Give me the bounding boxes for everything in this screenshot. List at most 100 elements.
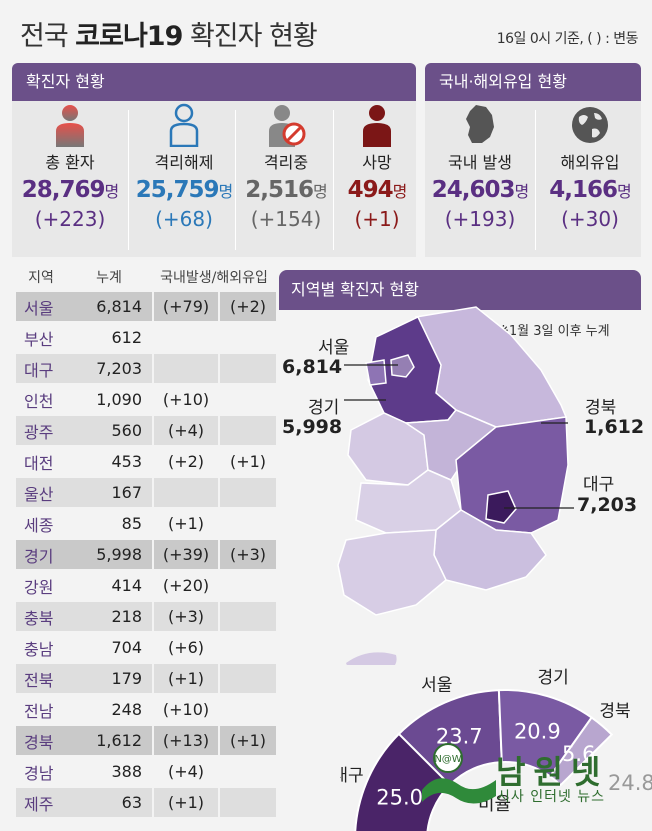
cell-total: 63 [66,788,152,817]
cell-ovs: (+2) [218,292,276,321]
cell-total: 85 [66,509,152,538]
stat-change: (+193) [444,207,516,231]
stat-domestic: 국내 발생 24,603명 (+193) [430,103,530,231]
stat-label: 해외유입 [560,153,620,172]
cell-total: 704 [66,633,152,662]
cell-dom: (+6) [152,633,218,662]
stat-change: (+1) [354,207,400,231]
cell-ovs: (+3) [218,540,276,569]
cell-ovs [218,664,276,693]
donut-value-label: 25.0 [376,785,423,809]
korea-map-icon [466,105,494,143]
cell-ovs [218,385,276,414]
stat-overseas: 해외유입 4,166명 (+30) [540,103,640,231]
cell-dom [152,478,218,507]
table-row: 세종 85 (+1) [16,509,276,538]
callout-label-gyeongbuk: 경북 [585,398,617,418]
person-prohibited-icon [269,105,306,147]
donut-category-label: 경북 [599,701,630,721]
donut-value-label: 20.9 [514,720,561,744]
cell-name: 대전 [16,447,66,476]
stat-value: 494명 [347,177,408,203]
basis-note: 16일 0시 기준, ( ) : 변동 [496,31,639,47]
table-row: 대전 453 (+2) (+1) [16,447,276,476]
stat-isolated: 격리중 2,516명 (+154) [236,103,336,231]
cell-name: 강원 [16,571,66,600]
cell-name: 대구 [16,354,66,383]
cell-ovs: (+1) [218,447,276,476]
cell-dom: (+39) [152,540,218,569]
donut-category-label: 대구 [340,766,364,786]
cell-total: 248 [66,695,152,724]
map-region-daegu [485,490,517,524]
map-region-jeju [346,652,397,665]
stat-released: 격리해제 25,759명 (+68) [134,103,234,231]
cell-dom: (+79) [152,292,218,321]
donut-hidden-value: 24.8 [608,771,652,795]
donut-value-label: 5.6 [562,742,595,766]
cell-ovs [218,602,276,631]
table-row: 광주 560 (+4) [16,416,276,445]
donut-category-label: 서울 [421,675,452,695]
stat-change: (+68) [155,207,213,231]
callout-value-seoul: 6,814 [282,356,343,378]
map-region-incheon [365,359,387,386]
cell-total: 179 [66,664,152,693]
cell-ovs [218,354,276,383]
cell-dom: (+10) [152,695,218,724]
stat-change: (+223) [34,207,106,231]
table-row: 경남 388 (+4) [16,757,276,786]
cell-name: 울산 [16,478,66,507]
cell-dom [152,323,218,352]
cell-total: 5,998 [66,540,152,569]
region-table: 지역 누계 국내발생/해외유입 서울 6,814 (+79) (+2) 부산 612 대구 7… [16,262,276,819]
globe-icon [572,107,608,143]
person-dark-red-icon [363,105,391,147]
person-outline-icon [169,103,199,147]
stat-label: 총 환자 [45,153,95,172]
cell-name: 서울 [16,292,66,321]
stat-deaths: 사망 494명 (+1) [327,103,427,231]
callout-label-gyeonggi: 경기 [308,398,340,418]
cell-name: 경남 [16,757,66,786]
table-row: 대구 7,203 [16,354,276,383]
table-row: 충남 704 (+6) [16,633,276,662]
cell-ovs [218,695,276,724]
table-row: 충북 218 (+3) [16,602,276,631]
cell-dom: (+4) [152,416,218,445]
cell-total: 414 [66,571,152,600]
table-row: 울산 167 [16,478,276,507]
stat-value: 2,516명 [245,177,327,203]
map-note: ※1월 3일 이후 누계 [498,324,610,339]
page-title: 전국 코로나19 확진자 현황 [20,21,318,52]
cell-dom: (+20) [152,571,218,600]
cell-total: 7,203 [66,354,152,383]
cell-ovs [218,509,276,538]
cell-dom: (+1) [152,664,218,693]
table-row: 강원 414 (+20) [16,571,276,600]
stat-label: 격리중 [263,153,309,172]
cell-name: 충북 [16,602,66,631]
cell-total: 453 [66,447,152,476]
cell-dom: (+1) [152,788,218,817]
col-header-total: 누계 [96,270,122,286]
map-region-seoul [390,354,415,378]
table-row: 인천 1,090 (+10) [16,385,276,414]
cell-dom: (+3) [152,602,218,631]
cell-total: 218 [66,602,152,631]
cell-ovs: (+1) [218,726,276,755]
callout-label-daegu: 대구 [583,475,615,495]
table-row: 부산 612 [16,323,276,352]
col-header-region: 지역 [28,270,54,286]
stat-label: 국내 발생 [448,153,512,172]
person-icon [56,105,84,147]
cell-dom: (+2) [152,447,218,476]
cell-dom: (+10) [152,385,218,414]
cell-ovs [218,478,276,507]
cell-total: 167 [66,478,152,507]
stat-label: 사망 [362,153,392,172]
cell-name: 경북 [16,726,66,755]
cell-name: 충남 [16,633,66,662]
korea-region-map [337,306,574,665]
cell-name: 세종 [16,509,66,538]
